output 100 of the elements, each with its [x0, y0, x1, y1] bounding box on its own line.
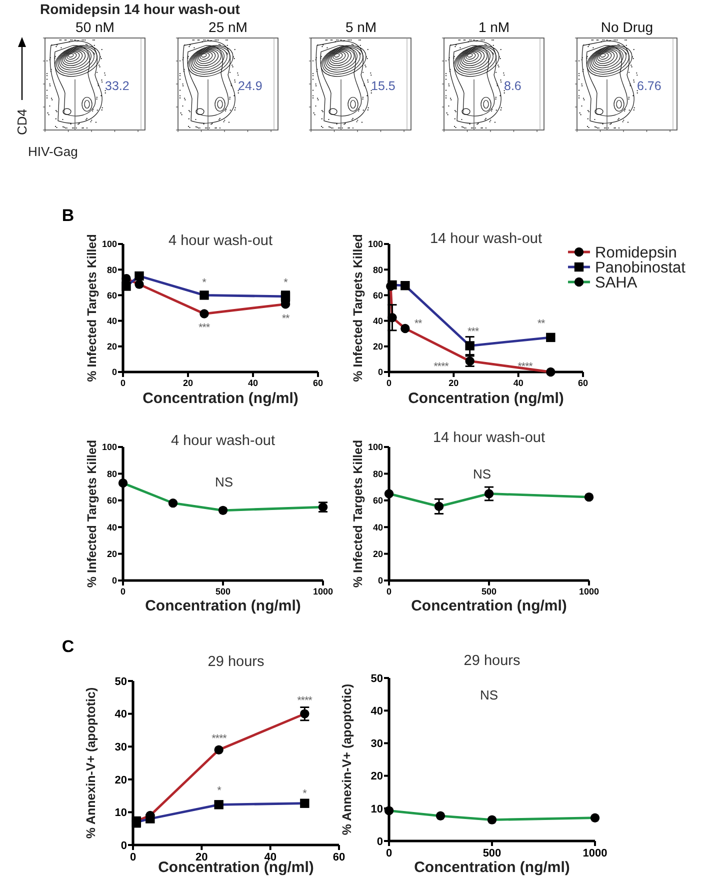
data-label: 6.76 [637, 79, 662, 94]
x-tick-label: 1000 [582, 847, 608, 860]
y-tick-label: 20 [106, 342, 117, 352]
y-tick-label: 20 [114, 774, 127, 786]
category-label: 5 nM [345, 19, 377, 35]
y-tick-label: 40 [370, 705, 383, 718]
annotation: * [302, 788, 308, 800]
x-tick-label: 40 [513, 378, 524, 388]
x-axis-title: Concentration (ng/ml) [142, 390, 298, 407]
y-tick-label: 80 [106, 264, 117, 275]
y-axis-title: % Infected Targets Killed [85, 440, 99, 588]
chart-title: 29 hours [464, 653, 520, 669]
x-axis-title: Concentration (ng/ml) [145, 598, 301, 614]
x-tick-label: 500 [481, 586, 497, 596]
annotation: *** [198, 322, 211, 334]
y-axis-title: % Annexin-V+ (apoptotic) [84, 687, 98, 839]
y-tick-label: 0 [378, 576, 383, 586]
y-tick-label: 0 [378, 367, 383, 378]
y-tick-label: 60 [106, 290, 117, 300]
data-label: 24.9 [238, 79, 262, 94]
annotation: **** [434, 360, 450, 373]
y-tick-label: 30 [114, 741, 127, 754]
annotation: ** [282, 312, 290, 325]
y-tick-label: 0 [112, 576, 117, 586]
category-label: 1 nM [478, 19, 510, 35]
x-tick-label: 60 [312, 378, 324, 388]
y-tick-label: 20 [372, 342, 383, 352]
legend-label: SAHA [595, 274, 638, 292]
chart-title: 14 hour wash-out [430, 231, 542, 247]
x-tick-label: 1000 [578, 586, 600, 596]
annotation: NS [472, 466, 492, 482]
x-tick-label: 20 [196, 851, 208, 864]
text: B [62, 206, 74, 225]
y-tick-label: 20 [372, 548, 383, 559]
category-label: No Drug [600, 19, 654, 35]
y-tick-label: 40 [106, 316, 117, 326]
x-tick-label: 0 [130, 851, 136, 864]
category-label: 50 nM [76, 19, 114, 35]
y-tick-label: 80 [372, 264, 383, 275]
y-tick-label: 10 [370, 803, 383, 816]
y-tick-label: 100 [368, 239, 383, 250]
annotation: *** [467, 326, 480, 338]
annotation: NS [480, 688, 498, 703]
y-axis-title: % Infected Targets Killed [351, 440, 365, 588]
annotation: * [202, 276, 208, 289]
annotation: NS [214, 474, 234, 490]
annotation: **** [518, 360, 534, 373]
x-tick-label: 500 [215, 586, 231, 596]
chart-title: 14 hour wash-out [432, 430, 546, 446]
chart-title: 29 hours [208, 654, 264, 670]
y-tick-label: 40 [372, 522, 383, 532]
text: C [62, 636, 74, 656]
y-tick-label: 0 [112, 367, 117, 378]
x-axis-title: Concentration (ng/ml) [408, 390, 564, 407]
chart-title: 4 hour wash-out [171, 433, 275, 449]
annotation: ** [414, 318, 423, 330]
y-tick-label: 40 [114, 708, 127, 721]
legend-label: Panobinostat [595, 259, 686, 276]
text: HIV-Gag [28, 144, 78, 159]
x-tick-label: 20 [448, 378, 459, 388]
annotation: **** [212, 732, 228, 745]
x-tick-label: 0 [386, 378, 392, 388]
y-tick-label: 60 [372, 496, 383, 506]
annotation: **** [297, 694, 314, 707]
data-label: 15.5 [371, 79, 396, 94]
y-tick-label: 60 [106, 496, 117, 506]
y-tick-label: 100 [102, 442, 117, 452]
x-tick-label: 1000 [312, 586, 334, 596]
annotation: * [217, 784, 222, 797]
x-tick-label: 0 [386, 847, 392, 860]
chart-title: 4 hour wash-out [168, 233, 272, 249]
y-tick-label: 80 [372, 468, 383, 479]
legend-label: Romidepsin [595, 244, 677, 262]
x-tick-label: 0 [386, 586, 392, 596]
y-tick-label: 40 [106, 522, 117, 532]
data-label: 8.6 [504, 79, 522, 94]
y-axis-title: % Infected Targets Killed [85, 234, 99, 382]
annotation: ** [537, 318, 546, 330]
y-tick-label: 80 [106, 468, 117, 479]
y-tick-label: 50 [114, 676, 127, 688]
text: Romidepsin 14 hour wash-out [40, 1, 240, 17]
y-tick-label: 20 [370, 770, 383, 783]
y-tick-label: 40 [372, 316, 383, 326]
x-tick-label: 60 [332, 851, 346, 864]
text: CD4 [14, 108, 30, 136]
y-tick-label: 30 [370, 738, 383, 750]
x-tick-label: 40 [248, 378, 258, 388]
category-label: 25 nM [208, 19, 248, 35]
x-tick-label: 20 [182, 378, 194, 388]
y-tick-label: 100 [102, 239, 117, 250]
y-tick-label: 60 [372, 290, 383, 300]
y-tick-label: 0 [376, 836, 383, 848]
x-axis-title: Concentration (ng/ml) [414, 859, 570, 876]
x-tick-label: 500 [482, 847, 502, 860]
y-tick-label: 50 [370, 672, 383, 685]
data-label: 33.2 [105, 79, 130, 94]
y-tick-label: 10 [114, 807, 127, 820]
y-axis-title: % Infected Targets Killed [351, 234, 365, 382]
y-axis-title: % Annexin-V+ (apoptotic) [340, 684, 354, 836]
annotation: * [284, 276, 289, 289]
